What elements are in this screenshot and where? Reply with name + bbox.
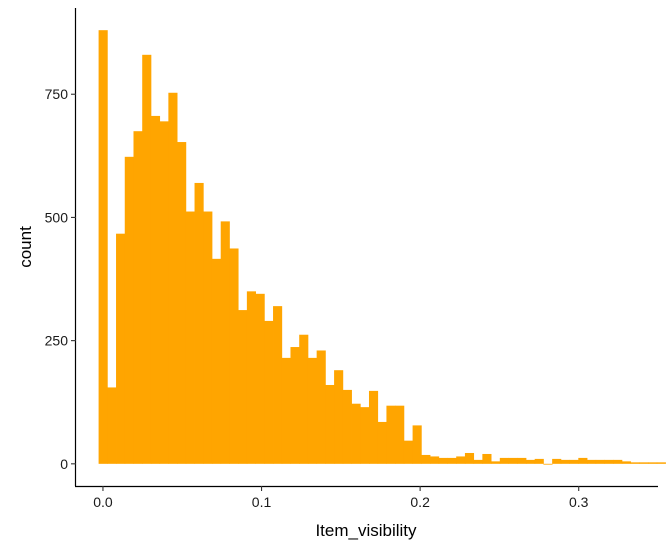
histogram-bar — [203, 211, 213, 464]
histogram-bar — [150, 115, 161, 464]
histogram-bar — [552, 458, 562, 464]
histogram-bar — [185, 211, 195, 464]
histogram-bar — [229, 248, 239, 464]
histogram-bar — [569, 459, 579, 464]
y-axis-title: count — [16, 226, 35, 268]
histogram-bar — [412, 425, 422, 464]
histogram-bar — [525, 459, 536, 464]
y-tick-label: 750 — [45, 86, 69, 102]
histogram-bar — [587, 459, 597, 464]
histogram-bar — [656, 462, 666, 464]
histogram-bar — [421, 454, 431, 464]
histogram-bar — [368, 390, 379, 464]
histogram-bar — [473, 459, 483, 464]
histogram-bar — [517, 457, 527, 464]
histogram-bar — [438, 457, 448, 464]
histogram-bar — [604, 459, 614, 464]
histogram-bar — [168, 92, 178, 464]
histogram-bar — [464, 452, 475, 464]
histogram-bar — [238, 310, 248, 464]
histogram-bar — [255, 293, 265, 464]
histogram-bar — [98, 30, 108, 464]
histogram-bar — [246, 291, 256, 464]
histogram-bar — [290, 347, 300, 464]
histogram-bar — [177, 142, 187, 464]
histogram-bar — [325, 384, 335, 464]
histogram-bar — [499, 457, 509, 464]
histogram-bar — [456, 456, 466, 464]
histogram-bar — [351, 403, 361, 464]
histogram-bar — [316, 350, 326, 464]
histogram-bar — [142, 54, 152, 464]
histogram-bar — [124, 156, 134, 464]
y-axis-ticks: 0 250 500 750 — [45, 86, 76, 472]
histogram-bar — [491, 461, 501, 464]
histogram-bar — [220, 221, 230, 464]
histogram-bar — [447, 457, 457, 464]
histogram-bars — [98, 30, 666, 465]
x-axis-ticks: 0.0 0.1 0.2 0.3 — [93, 486, 589, 510]
histogram-bar — [621, 461, 632, 464]
histogram-bar — [403, 440, 413, 464]
x-tick-label: 0.2 — [410, 494, 430, 510]
histogram-bar — [342, 389, 352, 464]
x-tick-label: 0.3 — [569, 494, 589, 510]
histogram-bar — [543, 463, 553, 465]
x-axis-title: Item_visibility — [315, 521, 417, 540]
histogram-bar — [159, 121, 169, 464]
histogram-bar — [360, 407, 370, 464]
x-tick-label: 0.0 — [93, 494, 113, 510]
histogram-bar — [639, 462, 649, 464]
histogram-bar — [211, 258, 222, 464]
histogram-bar — [377, 421, 387, 464]
histogram-bar — [273, 306, 283, 464]
histogram-bar — [299, 334, 309, 464]
y-tick-label: 0 — [60, 456, 68, 472]
histogram-bar — [508, 457, 518, 464]
histogram-bar — [307, 357, 318, 464]
histogram-bar — [116, 233, 126, 464]
histogram-bar — [334, 370, 344, 464]
histogram-bar — [534, 458, 544, 464]
histogram-bar — [107, 387, 117, 464]
x-tick-label: 0.1 — [252, 494, 272, 510]
histogram-bar — [133, 131, 143, 464]
y-tick-label: 500 — [45, 209, 69, 225]
histogram-bar — [430, 456, 440, 464]
histogram-bar — [560, 459, 570, 464]
histogram-bar — [648, 462, 658, 464]
y-tick-label: 250 — [45, 333, 69, 349]
histogram-bar — [613, 459, 623, 464]
histogram-bar — [595, 459, 605, 464]
histogram-bar — [386, 405, 396, 464]
histogram-bar — [630, 462, 640, 464]
histogram-bar — [395, 405, 405, 464]
histogram-bar — [482, 453, 492, 464]
histogram-bar — [264, 320, 274, 464]
histogram-bar — [194, 182, 204, 464]
histogram-bar — [578, 457, 588, 464]
histogram-bar — [281, 357, 291, 464]
